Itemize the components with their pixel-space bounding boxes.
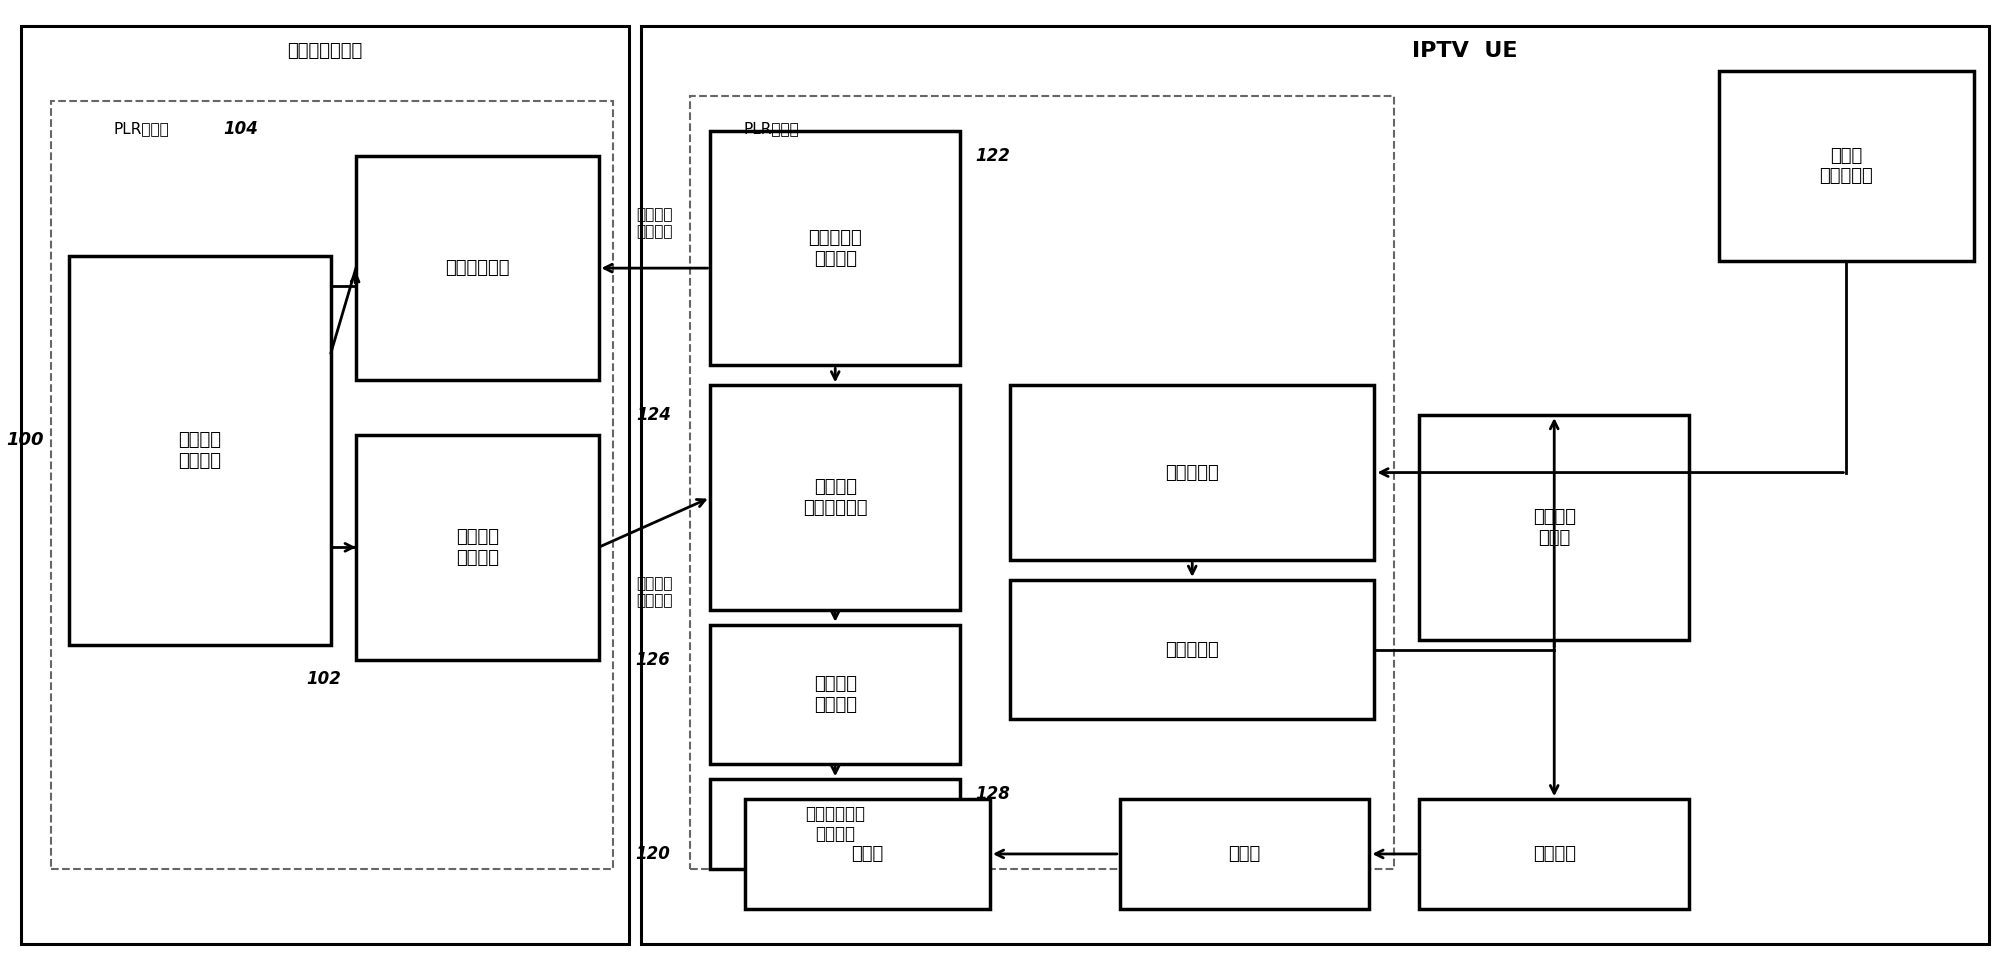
- Text: 套接字
接收器单元: 套接字 接收器单元: [1819, 146, 1873, 185]
- Text: 抖动去除
缓冲器: 抖动去除 缓冲器: [1532, 508, 1576, 547]
- Bar: [710, 625, 960, 764]
- Text: 高速缓存服务器: 高速缓存服务器: [287, 42, 363, 60]
- Text: 连续性错误
监测单元: 连续性错误 监测单元: [808, 229, 862, 267]
- Bar: [690, 97, 1393, 869]
- Bar: [357, 156, 599, 380]
- Text: 104: 104: [223, 120, 259, 138]
- Bar: [1121, 800, 1369, 909]
- Text: 分组恢复
搜索单元: 分组恢复 搜索单元: [455, 527, 499, 566]
- Bar: [746, 800, 990, 909]
- Bar: [710, 779, 960, 869]
- Text: 126: 126: [636, 650, 670, 669]
- Bar: [640, 26, 1989, 944]
- Text: IPTV  UE: IPTV UE: [1412, 41, 1518, 61]
- Text: 高速缓存装置: 高速缓存装置: [445, 259, 509, 277]
- Bar: [1718, 71, 1973, 260]
- Text: PLR服务器: PLR服务器: [112, 122, 168, 136]
- Bar: [52, 101, 614, 869]
- Bar: [710, 131, 960, 366]
- Bar: [70, 255, 331, 644]
- Text: 渲染器: 渲染器: [852, 845, 884, 863]
- Text: 分组丢失
恢复响应: 分组丢失 恢复响应: [636, 576, 674, 608]
- Text: 分组丢失恢复
控制单元: 分组丢失恢复 控制单元: [806, 804, 866, 843]
- Text: 解码器: 解码器: [1229, 845, 1261, 863]
- Bar: [1420, 800, 1688, 909]
- Bar: [710, 385, 960, 609]
- Text: 分组丢失
恢复请求: 分组丢失 恢复请求: [636, 207, 674, 240]
- Text: 输入缓冲器: 输入缓冲器: [1165, 463, 1219, 482]
- Text: 分组恢复
控制单元: 分组恢复 控制单元: [178, 431, 223, 470]
- Text: 124: 124: [636, 407, 672, 424]
- Text: 输出缓冲器: 输出缓冲器: [1165, 641, 1219, 658]
- Bar: [1011, 385, 1375, 560]
- Text: 120: 120: [636, 845, 670, 863]
- Text: 122: 122: [974, 147, 1011, 165]
- Bar: [357, 435, 599, 659]
- Bar: [1011, 580, 1375, 720]
- Text: PLR客户端: PLR客户端: [744, 122, 800, 136]
- Text: 100: 100: [6, 431, 44, 449]
- Text: 分组丢失
区段设置单元: 分组丢失 区段设置单元: [802, 478, 868, 517]
- Text: 解复用器: 解复用器: [1532, 845, 1576, 863]
- Text: 128: 128: [974, 785, 1011, 803]
- Bar: [22, 26, 628, 944]
- Text: 附加信息
生成单元: 附加信息 生成单元: [814, 675, 856, 714]
- Text: 102: 102: [307, 671, 341, 688]
- Bar: [1420, 415, 1688, 640]
